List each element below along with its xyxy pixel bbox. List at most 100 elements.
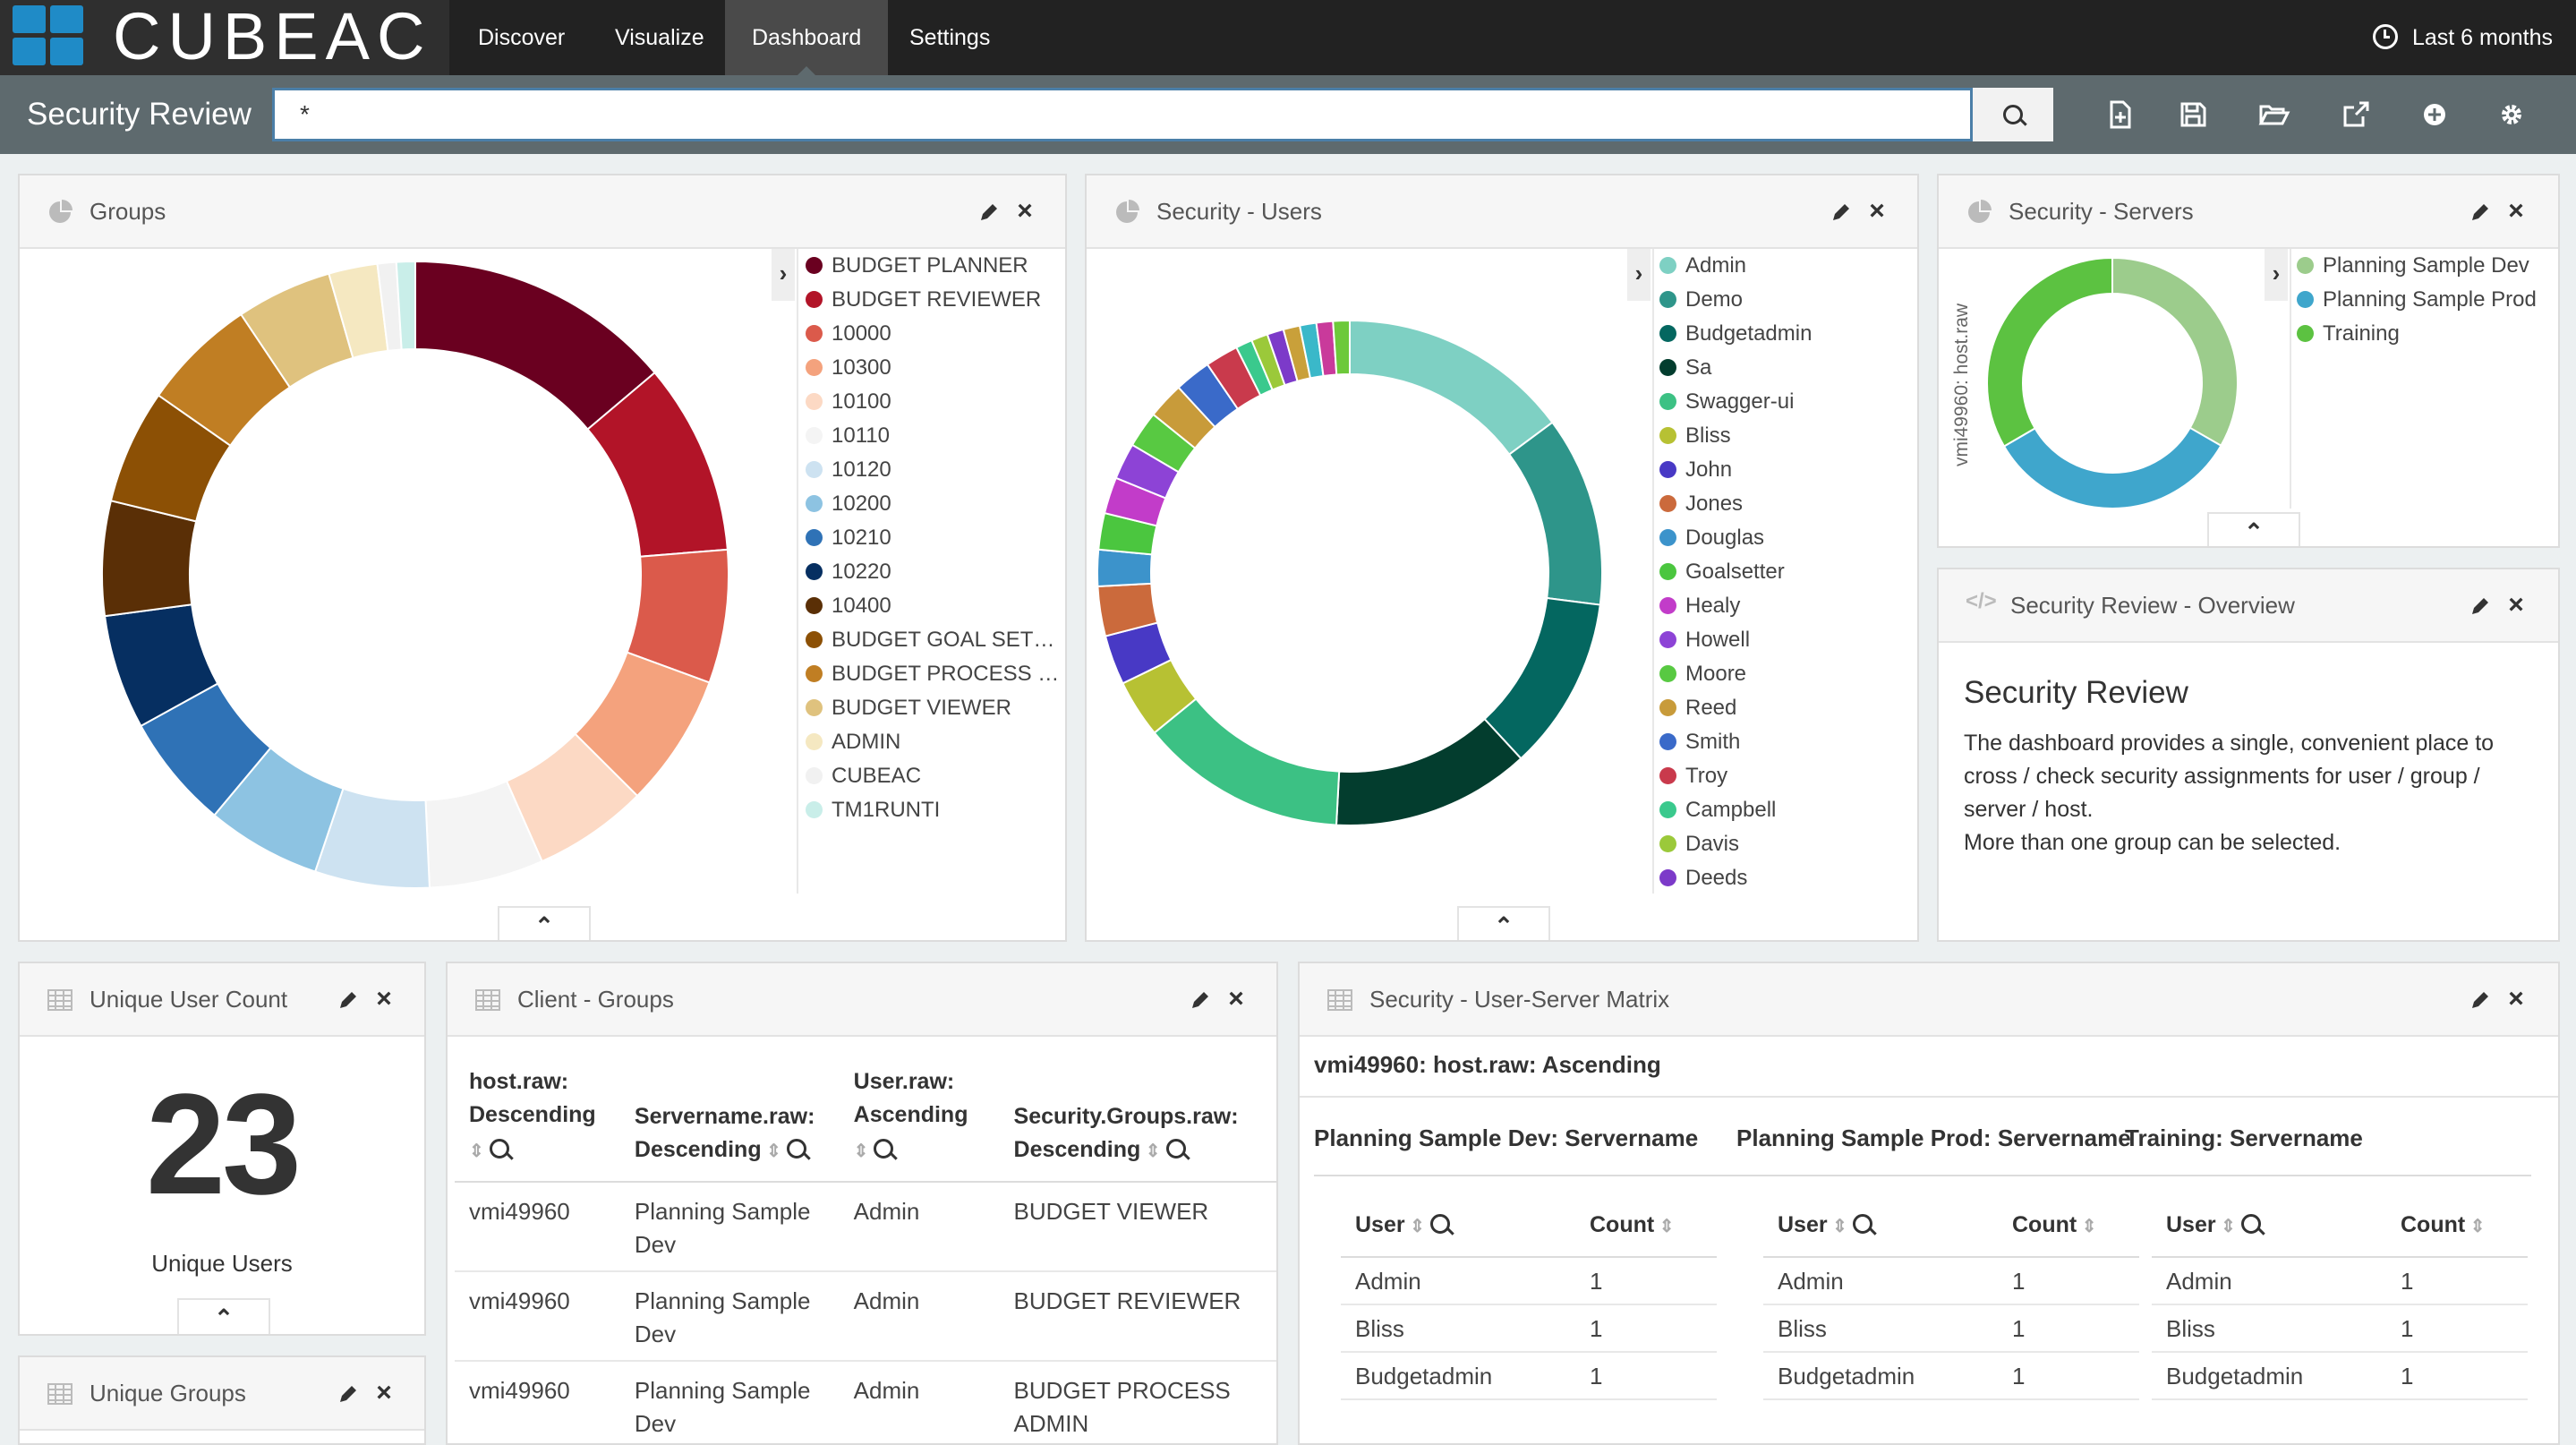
column-header[interactable]: Security.Groups.raw: Descending ⇕ <box>999 1053 1267 1183</box>
legend-item[interactable]: Swagger-ui <box>1659 385 1910 419</box>
sort-icon[interactable]: ⇕ <box>853 1141 869 1161</box>
legend-item[interactable]: Deeds <box>1659 861 1910 892</box>
column-header-count[interactable]: Count ⇕ <box>2386 1196 2528 1258</box>
nav-settings[interactable]: Settings <box>909 25 991 50</box>
close-icon[interactable]: × <box>1228 984 1244 1013</box>
legend-toggle-button[interactable]: › <box>2265 249 2288 301</box>
legend-item[interactable]: Howell <box>1659 623 1910 657</box>
legend-item[interactable]: Smith <box>1659 725 1910 759</box>
users-slice-douglas[interactable] <box>1096 548 1154 588</box>
legend-item[interactable]: TM1RUNTI <box>806 793 1065 827</box>
legend-item[interactable]: Training <box>2297 317 2556 351</box>
pencil-icon[interactable] <box>2469 594 2492 618</box>
table-row[interactable]: Admin 1 <box>2152 1257 2528 1305</box>
servers-slice-planning-sample-dev[interactable] <box>2111 256 2239 448</box>
filter-search-icon[interactable] <box>786 1139 806 1159</box>
pencil-icon[interactable] <box>2469 988 2492 1012</box>
legend-toggle-button[interactable]: › <box>772 249 795 301</box>
legend-item[interactable]: Davis <box>1659 827 1910 861</box>
share-dashboard-button[interactable] <box>2336 95 2376 134</box>
legend-item[interactable]: Troy <box>1659 759 1910 793</box>
filter-search-icon[interactable] <box>489 1139 509 1159</box>
table-row[interactable]: vmi49960 Planning Sample Dev Admin BUDGET R… <box>455 1271 1276 1362</box>
legend-item[interactable]: Goalsetter <box>1659 555 1910 589</box>
pencil-icon[interactable] <box>1189 988 1212 1012</box>
table-row[interactable]: Bliss 1 <box>2152 1304 2528 1353</box>
legend-item[interactable]: BUDGET GOAL SETT… <box>806 623 1065 657</box>
pencil-icon[interactable] <box>337 988 360 1012</box>
table-row[interactable]: Budgetadmin 1 <box>1763 1352 2139 1400</box>
column-header-user[interactable]: User ⇕ <box>1341 1196 1575 1258</box>
legend-item[interactable]: Demo <box>1659 283 1910 317</box>
close-icon[interactable]: × <box>376 1378 392 1407</box>
users-slice-demo[interactable] <box>1507 421 1603 606</box>
legend-item[interactable]: 10220 <box>806 555 1065 589</box>
legend-item[interactable]: Sa <box>1659 351 1910 385</box>
sort-icon[interactable]: ⇕ <box>1404 1217 1425 1236</box>
pencil-icon[interactable] <box>1830 201 1853 224</box>
filter-search-icon[interactable] <box>1852 1214 1872 1234</box>
sort-icon[interactable]: ⇕ <box>469 1141 484 1161</box>
sort-icon[interactable]: ⇕ <box>1654 1217 1675 1236</box>
legend-item[interactable]: 10100 <box>806 385 1065 419</box>
users-slice-admin[interactable] <box>1349 319 1554 457</box>
collapse-button[interactable]: ⌃ <box>2207 512 2300 546</box>
collapse-button[interactable]: ⌃ <box>177 1298 270 1334</box>
legend-item[interactable]: Planning Sample Dev <box>2297 249 2556 283</box>
users-slice-other-4[interactable] <box>1332 319 1351 376</box>
table-row[interactable]: Admin 1 <box>1341 1257 1717 1305</box>
column-header-user[interactable]: User ⇕ <box>1763 1196 1998 1258</box>
query-input[interactable] <box>272 88 1973 141</box>
table-row[interactable]: Budgetadmin 1 <box>2152 1352 2528 1400</box>
sort-icon[interactable]: ⇕ <box>2077 1217 2097 1236</box>
legend-item[interactable]: Admin <box>1659 249 1910 283</box>
table-row[interactable]: Bliss 1 <box>1341 1304 1717 1353</box>
table-row[interactable]: vmi49960 Planning Sample Dev Admin BUDGET V… <box>455 1182 1276 1272</box>
table-row[interactable]: vmi49960 Planning Sample Dev Admin BUDGET P… <box>455 1361 1276 1443</box>
legend-item[interactable]: Reed <box>1659 691 1910 725</box>
add-panel-button[interactable] <box>2415 95 2454 134</box>
table-row[interactable]: Budgetadmin 1 <box>1341 1352 1717 1400</box>
column-header[interactable]: Servername.raw: Descending ⇕ <box>619 1053 840 1183</box>
legend-item[interactable]: Budgetadmin <box>1659 317 1910 351</box>
legend-item[interactable]: 10200 <box>806 487 1065 521</box>
legend-item[interactable]: Moore <box>1659 657 1910 691</box>
legend-item[interactable]: Douglas <box>1659 521 1910 555</box>
users-slice-budgetadmin[interactable] <box>1483 596 1601 760</box>
sort-icon[interactable]: ⇕ <box>761 1141 781 1161</box>
legend-item[interactable]: BUDGET REVIEWER <box>806 283 1065 317</box>
users-slice-sa[interactable] <box>1335 717 1523 826</box>
time-range-picker[interactable]: Last 6 months <box>2372 0 2553 75</box>
legend-item[interactable]: BUDGET PLANNER <box>806 249 1065 283</box>
open-dashboard-button[interactable] <box>2254 95 2293 134</box>
nav-discover[interactable]: Discover <box>478 25 566 50</box>
nav-dashboard[interactable]: Dashboard <box>725 0 889 75</box>
sort-icon[interactable]: ⇕ <box>2465 1217 2486 1236</box>
column-header-count[interactable]: Count ⇕ <box>1998 1196 2139 1258</box>
legend-item[interactable]: 10110 <box>806 419 1065 453</box>
legend-item[interactable]: Campbell <box>1659 793 1910 827</box>
close-icon[interactable]: × <box>1869 196 1885 226</box>
groups-slice-tm1runti[interactable] <box>395 260 416 351</box>
brand-logo[interactable]: CUBEAC <box>0 0 449 75</box>
legend-item[interactable]: 10300 <box>806 351 1065 385</box>
legend-item[interactable]: 10000 <box>806 317 1065 351</box>
close-icon[interactable]: × <box>2508 196 2524 226</box>
dashboard-settings-button[interactable] <box>2492 95 2531 134</box>
table-row[interactable]: Bliss 1 <box>1763 1304 2139 1353</box>
close-icon[interactable]: × <box>376 984 392 1013</box>
legend-item[interactable]: BUDGET PROCESS … <box>806 657 1065 691</box>
column-header[interactable]: User.raw: Ascending ⇕ <box>839 1053 1000 1183</box>
close-icon[interactable]: × <box>1017 196 1033 226</box>
column-header-count[interactable]: Count ⇕ <box>1575 1196 1717 1258</box>
column-header-user[interactable]: User ⇕ <box>2152 1196 2386 1258</box>
filter-search-icon[interactable] <box>874 1139 894 1159</box>
legend-item[interactable]: BUDGET VIEWER <box>806 691 1065 725</box>
legend-item[interactable]: CUBEAC <box>806 759 1065 793</box>
pencil-icon[interactable] <box>337 1382 360 1406</box>
users-slice-swagger-ui[interactable] <box>1153 697 1341 826</box>
column-header[interactable]: host.raw: Descending ⇕ <box>455 1053 620 1183</box>
close-icon[interactable]: × <box>2508 590 2524 620</box>
legend-item[interactable]: Planning Sample Prod <box>2297 283 2556 317</box>
sort-icon[interactable]: ⇕ <box>1827 1217 1847 1236</box>
